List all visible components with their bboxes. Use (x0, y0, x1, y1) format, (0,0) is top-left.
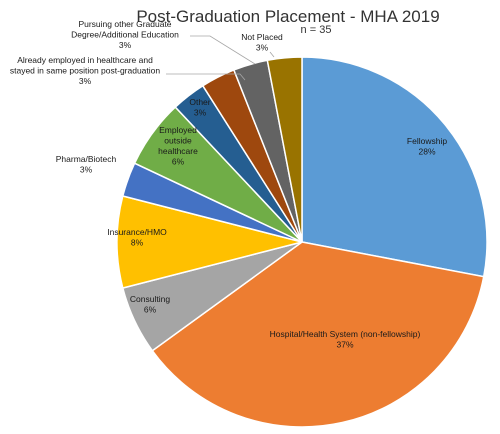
pie-slice (151, 241, 485, 428)
chart-title: Post-Graduation Placement - MHA 2019 (136, 7, 439, 26)
pie-slice (116, 195, 303, 289)
pie-slice (301, 56, 488, 278)
slice-label: Insurance/HMO 8% (107, 227, 167, 248)
pie-slice (266, 56, 303, 243)
label-leader-line (190, 35, 256, 65)
label-leader-line (166, 73, 246, 81)
slice-label: Hospital/Health System (non-fellowship) 3… (270, 329, 421, 350)
slice-label: Not Placed 3% (241, 32, 283, 53)
slice-label: Consulting 6% (130, 294, 170, 315)
slice-label: Other 3% (189, 97, 210, 118)
slice-label: Already employed in healthcare and stayed… (10, 55, 161, 86)
label-leader-line (269, 51, 275, 58)
slice-label: Fellowship 28% (407, 136, 447, 157)
chart-subtitle: n = 35 (301, 24, 332, 36)
slice-label: Employed outside healthcare 6% (158, 125, 198, 167)
slice-label: Pharma/Biotech 3% (56, 154, 117, 175)
slice-label: Pursuing other Graduate Degree/Additional… (71, 19, 179, 50)
